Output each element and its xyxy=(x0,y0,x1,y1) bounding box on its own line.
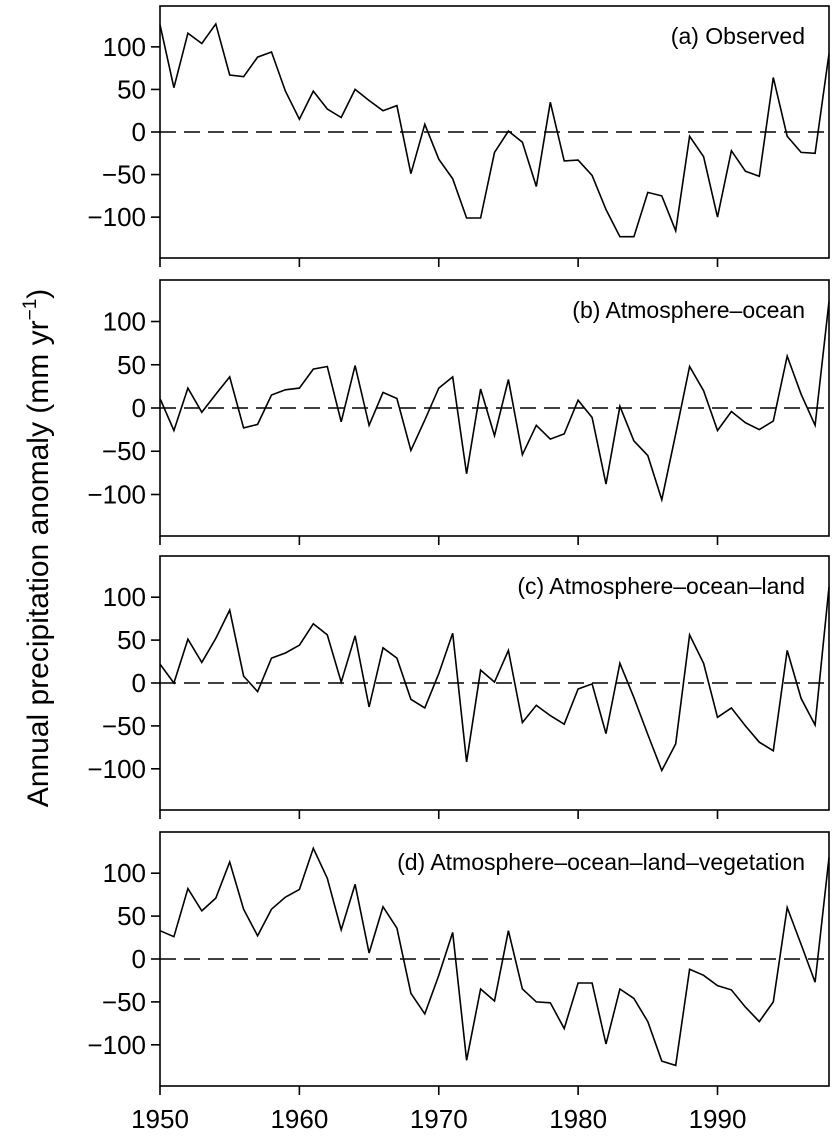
y-axis-label-text: Annual precipitation anomaly (mm yr xyxy=(22,320,55,807)
y-tick-label: 50 xyxy=(117,901,146,931)
y-tick-label: 0 xyxy=(132,117,146,147)
panel-title-a: (a) Observed xyxy=(671,23,805,49)
y-tick-label: 0 xyxy=(132,668,146,698)
x-tick-label: 1970 xyxy=(410,1104,468,1134)
panel-d: 100 50 0 −50 −100 (d) Atmosphere–ocean–land–v… xyxy=(87,831,830,1095)
panels: 100 50 0 −50 −100 (a) Observed 100 50 0 −50 −100 (b… xyxy=(87,5,830,1134)
y-tick-label: 0 xyxy=(132,944,146,974)
panel-b: 100 50 0 −50 −100 (b) Atmosphere–ocean xyxy=(87,279,830,545)
series-line-b xyxy=(159,301,830,503)
y-tick-label: 100 xyxy=(103,32,146,62)
x-tick-label: 1950 xyxy=(131,1104,189,1134)
y-tick-label: −50 xyxy=(102,160,146,190)
y-tick-label: −50 xyxy=(102,711,146,741)
y-tick-label: 100 xyxy=(103,307,146,337)
panel-a: 100 50 0 −50 −100 (a) Observed xyxy=(87,5,830,267)
y-tick-label: 0 xyxy=(132,393,146,423)
y-tick-label: −100 xyxy=(87,479,146,509)
y-tick-label: 50 xyxy=(117,625,146,655)
y-axis-label-close: ) xyxy=(22,289,55,299)
y-tick-label: −100 xyxy=(87,202,146,232)
panel-title-c: (c) Atmosphere–ocean–land xyxy=(517,573,805,599)
panel-c: 100 50 0 −50 −100 (c) Atmosphere–ocean–land xyxy=(87,555,830,819)
x-tick-label: 1990 xyxy=(689,1104,747,1134)
panel-title-b: (b) Atmosphere–ocean xyxy=(572,297,805,323)
series-line-a xyxy=(159,22,830,238)
panel-title-d: (d) Atmosphere–ocean–land–vegetation xyxy=(397,849,805,875)
y-tick-label: 100 xyxy=(103,582,146,612)
y-axis-label-exponent: −1 xyxy=(20,299,41,321)
x-tick-label: 1980 xyxy=(549,1104,607,1134)
y-tick-label: −100 xyxy=(87,754,146,784)
series-line-d xyxy=(159,846,830,1067)
series-line-c xyxy=(159,586,830,773)
y-axis-label: Annual precipitation anomaly (mm yr−1) xyxy=(20,289,55,808)
y-tick-label: −100 xyxy=(87,1030,146,1060)
x-tick-label: 1960 xyxy=(270,1104,328,1134)
y-tick-label: 50 xyxy=(117,350,146,380)
y-tick-label: 100 xyxy=(103,858,146,888)
y-tick-label: 50 xyxy=(117,74,146,104)
y-tick-label: −50 xyxy=(102,436,146,466)
y-tick-label: −50 xyxy=(102,987,146,1017)
